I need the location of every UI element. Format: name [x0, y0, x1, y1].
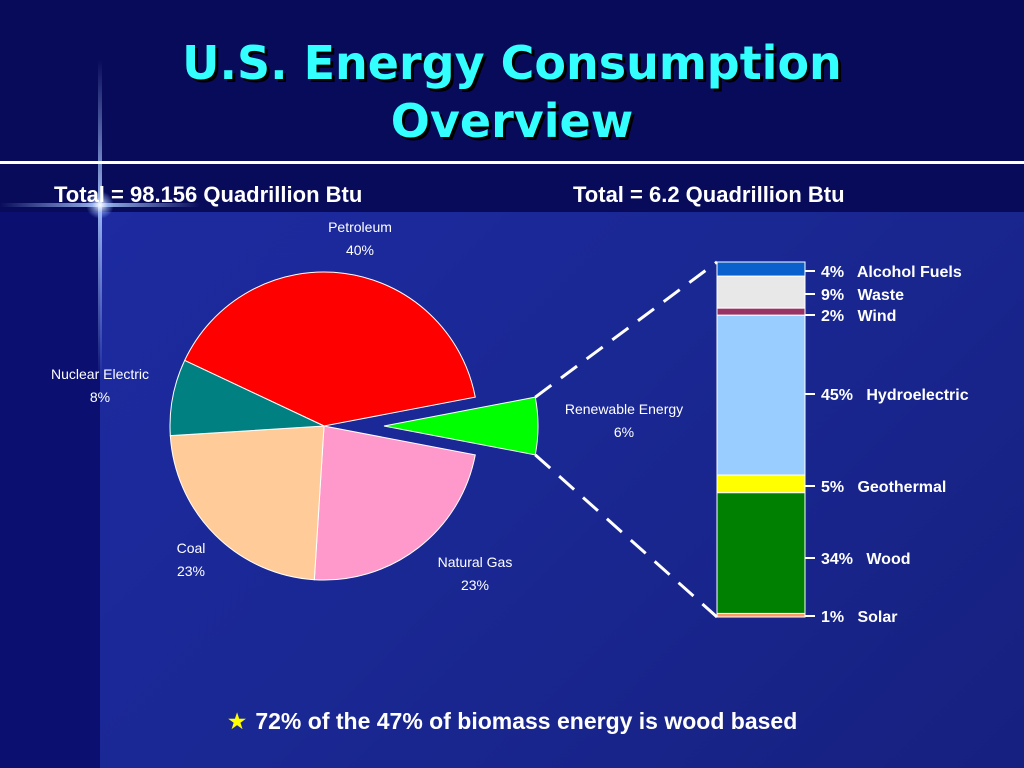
- slide-title-line2: Overview: [390, 94, 634, 148]
- light-flare-center: [86, 191, 114, 219]
- bar-label-solar: 1% Solar: [821, 609, 897, 626]
- bar-segment-waste: [716, 275, 806, 309]
- bar-label-alcohol-fuels: 4% Alcohol Fuels: [821, 264, 962, 281]
- bar-label-wood: 34% Wood: [821, 551, 911, 568]
- pie-slice-petroleum: [183, 271, 476, 427]
- footnote-text: 72% of the 47% of biomass energy is wood…: [255, 708, 798, 734]
- pie-label-petroleum: Petroleum: [328, 219, 392, 235]
- pie-percent-renewable-energy: 6%: [614, 424, 634, 440]
- bar-segment-solar: [716, 612, 806, 618]
- background-upper: [0, 0, 1024, 212]
- pie-slice-nuclear-electric: [169, 359, 325, 437]
- bar-segment-hydroelectric: [716, 314, 806, 476]
- pie-percent-petroleum: 40%: [346, 242, 374, 258]
- pie-percent-natural-gas: 23%: [461, 577, 489, 593]
- footnote: ★ 72% of the 47% of biomass energy is woo…: [0, 708, 1024, 735]
- pie-label-renewable-energy: Renewable Energy: [565, 401, 683, 417]
- pie-percent-nuclear-electric: 8%: [90, 389, 110, 405]
- pie-percent-coal: 23%: [177, 563, 205, 579]
- slide-title: U.S. Energy Consumption Overview: [0, 34, 1024, 150]
- bar-segment-wood: [716, 492, 806, 614]
- title-divider: [0, 161, 1024, 164]
- bar-segment-geothermal: [716, 474, 806, 494]
- slide-title-line1: U.S. Energy Consumption: [182, 36, 842, 90]
- star-icon: ★: [226, 708, 248, 734]
- pie-total-label: Total = 98.156 Quadrillion Btu: [54, 182, 363, 207]
- pie-label-nuclear-electric: Nuclear Electric: [51, 366, 149, 382]
- background-left-strip: [0, 212, 100, 768]
- pie-label-natural-gas: Natural Gas: [438, 554, 513, 570]
- bar-segment-wind: [716, 307, 806, 316]
- pie-slice-renewable-energy: [383, 396, 539, 456]
- pie-label-coal: Coal: [177, 540, 206, 556]
- bar-label-waste: 9% Waste: [821, 287, 904, 304]
- bar-label-hydroelectric: 45% Hydroelectric: [821, 387, 969, 404]
- connector-line-top: [534, 260, 718, 399]
- bar-label-geothermal: 5% Geothermal: [821, 479, 946, 496]
- bar-total-label: Total = 6.2 Quadrillion Btu: [573, 182, 845, 207]
- pie-slice-natural-gas: [313, 425, 476, 581]
- connector-line-bottom: [534, 453, 718, 619]
- light-flare-vertical: [98, 60, 102, 380]
- bar-segment-alcohol-fuels: [716, 261, 806, 277]
- bar-label-wind: 2% Wind: [821, 308, 896, 325]
- pie-slice-coal: [169, 425, 325, 581]
